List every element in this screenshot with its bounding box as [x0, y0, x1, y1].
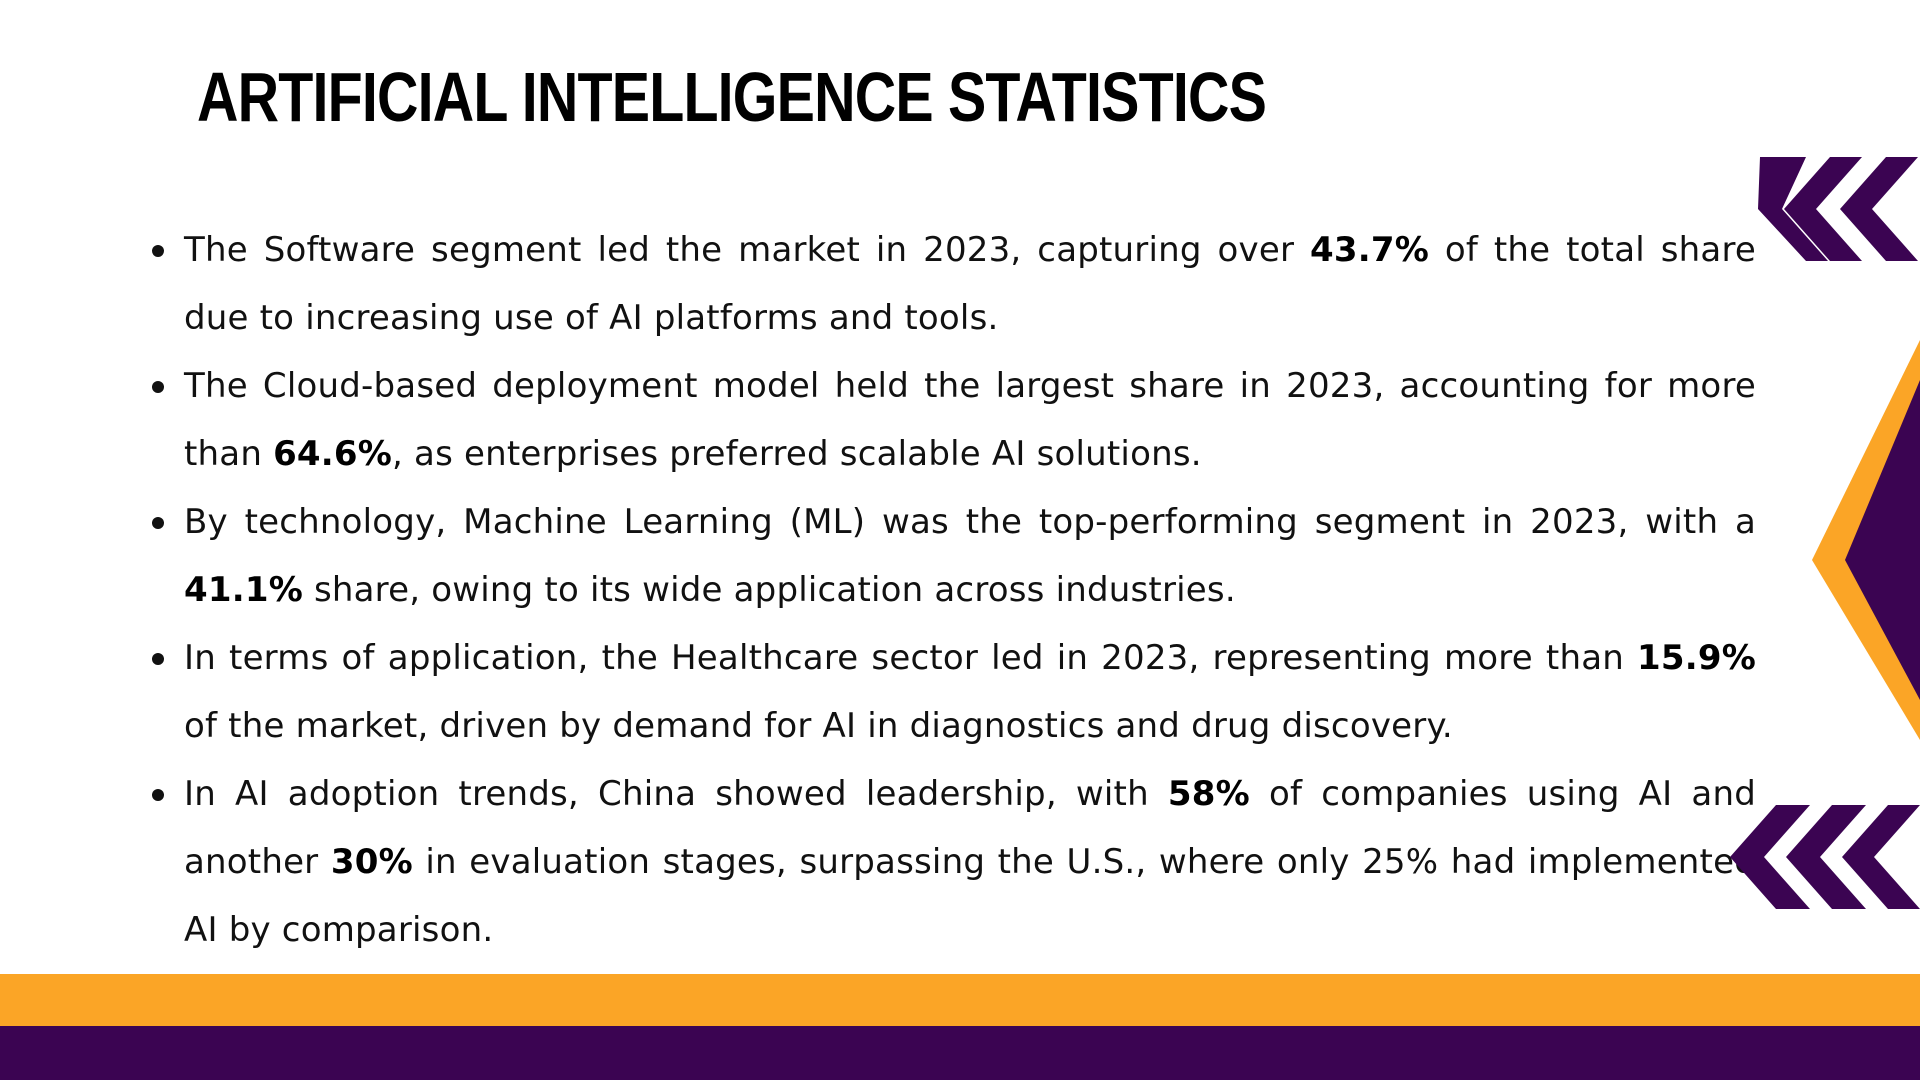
statistic-bullet-software: The Software segment led the market in 2… — [150, 216, 1756, 352]
statistic-bullet-cloud: The Cloud-based deployment model held th… — [150, 352, 1756, 488]
bullet-highlight-value: 41.1% — [184, 570, 303, 610]
bullet-text: in evaluation stages, surpassing the U.S… — [184, 842, 1756, 950]
bullet-highlight-value: 30% — [330, 842, 413, 882]
statistic-bullet-adoption: In AI adoption trends, China showed lead… — [150, 760, 1756, 964]
bullet-text: share, owing to its wide application acr… — [302, 570, 1236, 610]
bullet-highlight-value: 58% — [1167, 774, 1250, 814]
bullet-highlight-value: 15.9% — [1637, 638, 1756, 678]
bullet-text: The Software segment led the market in 2… — [184, 230, 1311, 270]
bullet-text: In terms of application, the Healthcare … — [184, 638, 1638, 678]
bullet-text: of the total share due to increasing use… — [184, 230, 1757, 338]
bullet-text: of companies using AI and another — [184, 774, 1756, 882]
slide-title: ARTIFICIAL INTELLIGENCE STATISTICS — [197, 58, 1267, 136]
bullet-text: The Cloud-based deployment model held th… — [184, 366, 1756, 474]
footer-band-orange — [0, 974, 1920, 1026]
bullet-text: of the market, driven by demand for AI i… — [184, 706, 1453, 746]
top-chevrons-icon — [1758, 157, 1918, 261]
side-wedge-shape — [1812, 340, 1920, 740]
statistics-list: The Software segment led the market in 2… — [150, 216, 1756, 964]
bullet-text: In AI adoption trends, China showed lead… — [184, 774, 1168, 814]
bottom-chevrons-icon — [1730, 805, 1920, 909]
footer-band-purple — [0, 1026, 1920, 1080]
bullet-highlight-value: 43.7% — [1310, 230, 1429, 270]
bullet-highlight-value: 64.6% — [273, 434, 393, 474]
bullet-text: , as enterprises preferred scalable AI s… — [392, 434, 1202, 474]
bullet-text: By technology, Machine Learning (ML) was… — [184, 502, 1756, 542]
statistic-bullet-machine-learning: By technology, Machine Learning (ML) was… — [150, 488, 1756, 624]
statistic-bullet-healthcare: In terms of application, the Healthcare … — [150, 624, 1756, 760]
